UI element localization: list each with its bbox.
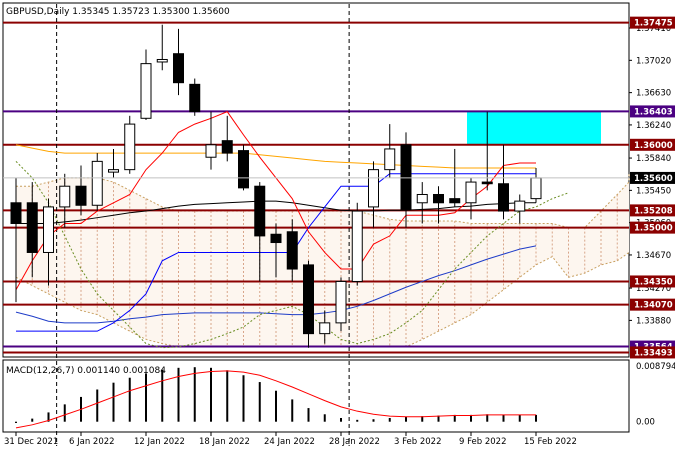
candle-body	[221, 140, 233, 154]
candle-body	[449, 198, 461, 204]
candle-body	[368, 169, 379, 208]
macd-header-label: MACD(12,26,7) 0.001140 0.001084	[6, 366, 166, 376]
price-axis: 1.37410 1.37020 1.36630 1.36240 1.35840 1.354…	[3, 16, 675, 428]
chikou-line	[15, 161, 569, 349]
candle-body	[140, 63, 152, 119]
resistance-zone	[467, 111, 601, 145]
candle-body	[75, 185, 87, 206]
time-tick-label: 18 Jan 2022	[199, 437, 250, 447]
time-tick-label: 15 Feb 2022	[524, 437, 577, 447]
ma-orange-line	[15, 144, 536, 169]
level-price-tag	[630, 298, 675, 311]
level-price-label: 1.34350	[634, 277, 673, 287]
time-tick-label: 24 Jan 2022	[264, 437, 315, 447]
level-price-tag	[630, 138, 675, 151]
candle-body	[10, 202, 22, 224]
candle-body	[189, 83, 201, 113]
level-price-label: 1.35000	[634, 224, 673, 234]
candle-body	[400, 144, 412, 210]
current-price-label: 1.35600	[634, 174, 673, 184]
level-price-label: 1.34070	[634, 301, 673, 311]
price-tick-label: 1.34670	[636, 251, 671, 261]
candle-body	[514, 200, 526, 212]
candle-body	[498, 183, 509, 212]
time-tick-label: 9 Feb 2022	[459, 437, 507, 447]
candle-body	[481, 181, 493, 185]
cyan-resistance-zone	[467, 111, 601, 145]
level-price-label: 1.37475	[634, 19, 673, 29]
candle-body	[319, 322, 331, 335]
level-price-label: 1.36000	[634, 141, 673, 151]
candle-body	[303, 264, 314, 335]
candle-body	[26, 202, 38, 253]
level-price-tag	[630, 105, 675, 118]
level-price-label: 1.33493	[634, 348, 673, 358]
price-tick-label: 1.36240	[636, 121, 671, 131]
ma-blue-line	[15, 245, 537, 324]
price-tick-label: 1.35840	[636, 154, 671, 164]
candle-body	[286, 231, 298, 270]
price-tick-label: 1.37410	[636, 24, 671, 34]
candle-body	[43, 206, 54, 253]
level-price-tag	[630, 275, 675, 288]
candle-body	[384, 148, 396, 171]
price-tick-label: 1.34270	[636, 284, 671, 294]
time-tick-label: 31 Dec 2021	[4, 437, 58, 447]
horizontal-levels	[3, 21, 629, 354]
candle-body	[173, 53, 184, 84]
candle-body	[351, 210, 363, 282]
macd-signal-line	[15, 370, 536, 429]
candle-body	[433, 193, 444, 204]
current-price-tag	[630, 171, 675, 184]
candle-body	[238, 150, 249, 189]
macd-indicator	[15, 367, 537, 429]
macd-panel-frame	[2, 359, 630, 433]
time-tick-label: 28 Jan 2022	[329, 437, 380, 447]
candle-body	[59, 185, 71, 208]
level-price-tag	[630, 221, 675, 234]
macd-tick-label: 0.008794	[636, 362, 675, 372]
ma-black-line	[16, 200, 536, 224]
candle-body	[108, 169, 119, 173]
price-tick-label: 1.36630	[636, 89, 671, 99]
time-tick-label: 6 Jan 2022	[69, 437, 115, 447]
level-price-label: 1.36403	[634, 107, 673, 117]
time-tick-label: 12 Jan 2022	[134, 437, 185, 447]
price-tick-label: 1.35450	[636, 186, 671, 196]
price-tick-label: 1.33880	[636, 316, 671, 326]
candle-body	[465, 181, 477, 204]
candle-body	[335, 280, 347, 324]
level-price-tag	[630, 346, 675, 359]
candle-body	[254, 185, 266, 237]
chart-header-symbol: GBPUSD,Daily 1.35345 1.35723 1.35300 1.3…	[6, 7, 230, 17]
time-tick-label: 3 Feb 2022	[394, 437, 442, 447]
vertical-marker-lines	[56, 4, 350, 446]
candle-body	[205, 144, 217, 158]
candle-body	[270, 233, 282, 244]
candle-body	[91, 160, 103, 206]
level-price-tag	[630, 16, 675, 29]
candle-body	[124, 123, 136, 171]
time-axis: 31 Dec 2021 6 Jan 2022 12 Jan 2022 18 Jan 2…	[4, 432, 577, 447]
price-tick-label: 1.37020	[636, 56, 671, 66]
macd-zero-label: 0.00	[636, 418, 655, 428]
candlesticks	[10, 24, 542, 348]
candle-body	[156, 58, 168, 63]
candle-body	[530, 177, 542, 200]
level-price-label: 1.35208	[634, 206, 673, 216]
cloud-fill	[16, 173, 629, 347]
level-price-tag	[630, 204, 675, 217]
candle-body	[416, 193, 428, 204]
